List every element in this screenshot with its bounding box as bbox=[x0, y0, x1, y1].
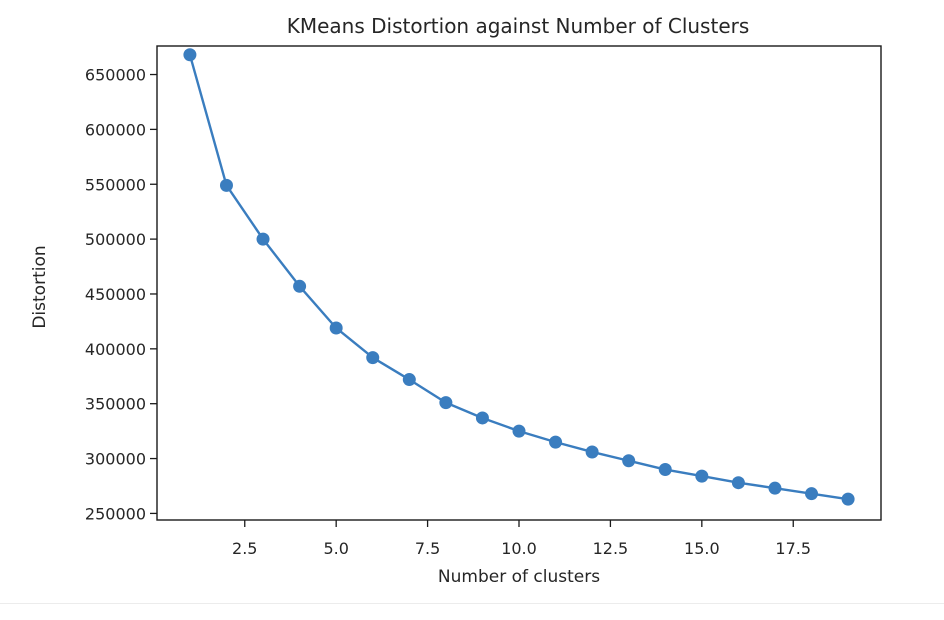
data-point bbox=[768, 481, 782, 495]
y-tick-label: 350000 bbox=[85, 395, 146, 414]
y-tick-label: 450000 bbox=[85, 285, 146, 304]
data-point bbox=[731, 476, 745, 490]
y-tick-label: 300000 bbox=[85, 450, 146, 469]
data-point bbox=[585, 445, 599, 459]
x-tick-label: 10.0 bbox=[501, 539, 537, 558]
y-axis-label: Distortion bbox=[30, 245, 50, 328]
chart: KMeans Distortion against Number of Clus… bbox=[30, 14, 882, 587]
y-tick-label: 650000 bbox=[85, 66, 146, 85]
data-point bbox=[622, 454, 636, 468]
data-point bbox=[366, 351, 380, 365]
data-point bbox=[402, 373, 416, 387]
data-point bbox=[475, 411, 489, 425]
data-point bbox=[219, 178, 233, 192]
chart-title: KMeans Distortion against Number of Clus… bbox=[287, 14, 750, 38]
x-tick-label: 15.0 bbox=[684, 539, 720, 558]
x-tick-label: 12.5 bbox=[593, 539, 629, 558]
data-point bbox=[329, 321, 343, 335]
data-point bbox=[256, 232, 270, 246]
y-tick-label: 400000 bbox=[85, 340, 146, 359]
data-point bbox=[805, 487, 819, 501]
data-point bbox=[439, 396, 453, 410]
data-point bbox=[841, 492, 855, 506]
x-tick-label: 7.5 bbox=[415, 539, 440, 558]
y-tick-label: 500000 bbox=[85, 230, 146, 249]
data-point bbox=[293, 279, 307, 293]
x-tick-label: 17.5 bbox=[775, 539, 811, 558]
y-axis: 250000 300000 350000 400000 450000 500000 5500… bbox=[85, 66, 157, 523]
x-tick-label: 5.0 bbox=[323, 539, 348, 558]
data-point bbox=[512, 424, 526, 438]
data-point bbox=[658, 463, 672, 477]
x-axis: 2.5 5.0 7.5 10.0 12.5 15.0 17.5 bbox=[232, 520, 811, 558]
data-point bbox=[183, 48, 197, 62]
y-tick-label: 550000 bbox=[85, 175, 146, 194]
series-layer bbox=[183, 48, 855, 506]
y-tick-label: 250000 bbox=[85, 504, 146, 523]
y-tick-label: 600000 bbox=[85, 120, 146, 139]
x-tick-label: 2.5 bbox=[232, 539, 257, 558]
x-axis-label: Number of clusters bbox=[438, 567, 600, 587]
data-point bbox=[695, 469, 709, 483]
data-point bbox=[549, 435, 563, 449]
plot-frame bbox=[156, 45, 882, 521]
cell-divider bbox=[0, 603, 944, 604]
